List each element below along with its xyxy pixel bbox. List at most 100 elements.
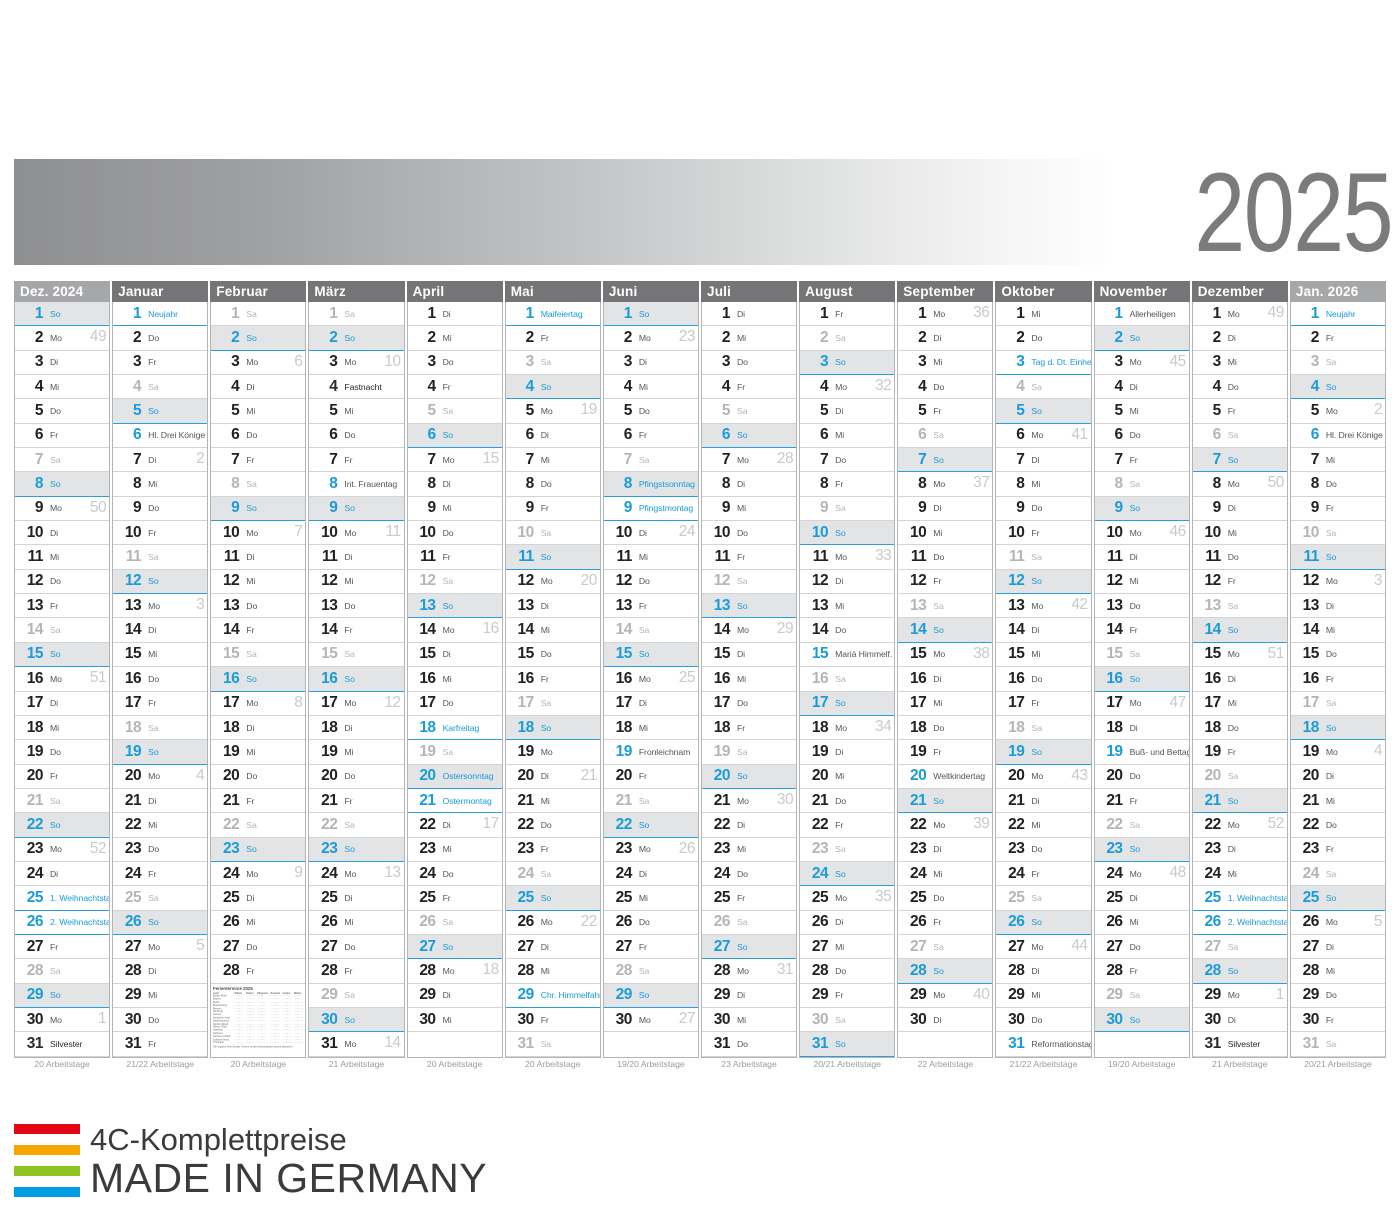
- day-cell: 26 Sa: [407, 910, 502, 935]
- day-number: 9: [231, 499, 240, 517]
- day-cell: 11 So: [1290, 545, 1385, 570]
- weekday-label: Mi: [344, 746, 354, 757]
- weekday-label: Di: [442, 819, 451, 830]
- week-number: 3: [1373, 571, 1383, 589]
- day-number: 2: [1016, 329, 1025, 347]
- day-cell: 14 Sa: [15, 618, 110, 643]
- day-number: 3: [623, 353, 633, 371]
- day-cell: 30 Mi: [407, 1007, 502, 1033]
- weekday-label: Mi: [442, 673, 452, 684]
- week-number: 28: [776, 450, 794, 468]
- day-number: 17: [713, 694, 731, 712]
- week-number: 34: [875, 717, 892, 735]
- day-number: 23: [1008, 840, 1025, 858]
- holiday-label: Fastnacht: [344, 381, 382, 392]
- day-number: 23: [1302, 840, 1320, 858]
- day-cell: 9 Do: [113, 496, 208, 522]
- weekday-label: So: [1227, 795, 1239, 806]
- day-number: 25: [1008, 888, 1025, 906]
- day-number: 1: [133, 304, 142, 322]
- month-days: 1 Neujahr 2 Fr 3 Sa 4 So 5 Mo 2 6 Hl. Drei Könige 7 Mi…: [1289, 302, 1386, 1058]
- weekday-label: Do: [1325, 819, 1337, 830]
- weekday-label: Mo: [1227, 819, 1240, 830]
- weekday-label: Do: [540, 479, 552, 490]
- day-number: 8: [820, 475, 829, 493]
- day-number: 28: [1302, 961, 1320, 979]
- day-number: 30: [26, 1010, 44, 1028]
- day-cell: 8 Sa: [211, 472, 306, 497]
- day-number: 9: [820, 499, 829, 517]
- day-number: 30: [1302, 1010, 1320, 1028]
- day-cell: 21 Di: [113, 788, 208, 814]
- month-column-januar: Januar 1 Neujahr 2 Do 3 Fr 4 Sa 5 So 6 Hl. Drei Köni…: [112, 281, 209, 1072]
- day-cell: 19 So: [996, 740, 1091, 765]
- day-cell: 5 Sa: [702, 399, 797, 424]
- weekday-label: Mo: [1031, 941, 1044, 952]
- day-cell: 5 So: [113, 399, 208, 424]
- day-cell: 24 Sa: [1290, 861, 1385, 887]
- weekday-label: Do: [737, 868, 748, 879]
- weekday-label: Di: [638, 527, 647, 538]
- weekday-label: Fr: [148, 527, 157, 538]
- weekday-label: So: [835, 357, 846, 368]
- day-cell: 21 Mi: [505, 788, 600, 814]
- weekday-label: So: [835, 527, 846, 538]
- day-cell: 7 Di: [996, 448, 1091, 473]
- weekday-label: Mi: [737, 503, 746, 514]
- weekday-label: Do: [442, 527, 454, 538]
- workdays-label: 20 Arbeitstage: [34, 1058, 90, 1069]
- day-cell: 22 Mi: [996, 813, 1091, 838]
- day-number: 26: [419, 913, 436, 931]
- day-cell: 27 Mi: [800, 934, 895, 960]
- day-number: 3: [918, 353, 927, 371]
- day-number: 10: [615, 523, 633, 541]
- weekday-label: Sa: [50, 454, 61, 465]
- day-number: 29: [910, 986, 927, 1004]
- holiday-label: 2. Weihnachtstag: [50, 917, 110, 928]
- day-cell: 23 Do: [996, 837, 1091, 862]
- weekday-label: Mi: [540, 795, 550, 806]
- week-number: 1: [98, 1009, 107, 1027]
- weekday-label: Di: [246, 381, 255, 392]
- day-cell: 4 Fr: [702, 375, 797, 400]
- day-cell: 14 Mi: [505, 618, 600, 643]
- day-cell: 25 1. Weihnachtstag: [1192, 886, 1287, 911]
- day-number: 12: [1106, 572, 1123, 590]
- weekday-label: Mo: [638, 333, 651, 344]
- day-number: 14: [1106, 621, 1123, 639]
- day-number: 14: [419, 621, 436, 639]
- day-number: 22: [811, 815, 829, 833]
- day-number: 22: [1106, 815, 1123, 833]
- day-cell: 21 Fr: [211, 788, 306, 814]
- weekday-label: Fr: [1031, 698, 1040, 709]
- month-column-dez-2024: Dez. 2024 1 So 2 Mo 49 3 Di 4 Mi 5 Do 6 Fr 7 Sa 8 So 9 Mo 50…: [14, 281, 111, 1072]
- weekday-label: Mo: [835, 552, 848, 563]
- day-number: 29: [124, 986, 142, 1004]
- day-cell: 6 Hl. Drei Könige: [1290, 423, 1385, 449]
- day-number: 21: [910, 791, 927, 809]
- day-number: 28: [1106, 961, 1123, 979]
- weekday-label: Mo: [344, 698, 357, 709]
- day-number: 7: [427, 450, 436, 468]
- day-number: 11: [223, 548, 240, 566]
- week-number: 4: [196, 766, 205, 784]
- week-number: 24: [678, 523, 696, 541]
- day-cell: 12 Mi: [211, 569, 306, 595]
- day-cell: 31 Mo 14: [309, 1032, 404, 1057]
- day-cell: 10 Di 24: [603, 521, 698, 546]
- workdays-label: 20/21 Arbeitstage: [813, 1058, 882, 1069]
- day-cell: 23 So: [309, 837, 404, 862]
- day-number: 12: [811, 572, 829, 590]
- week-number: 38: [973, 644, 990, 662]
- weekday-label: Fr: [50, 771, 58, 782]
- weekday-label: Mi: [1129, 917, 1139, 928]
- day-cell: 13 Do: [1094, 594, 1189, 619]
- day-cell: 14 Sa: [603, 618, 698, 643]
- day-number: 20: [124, 767, 142, 785]
- day-cell: 21 Mo 30: [702, 788, 797, 814]
- day-cell: 6 Sa: [1192, 423, 1287, 449]
- weekday-label: Di: [835, 576, 844, 587]
- day-cell: 2 Do: [113, 326, 208, 351]
- weekday-label: Mo: [1325, 576, 1338, 587]
- week-number: 19: [580, 401, 598, 419]
